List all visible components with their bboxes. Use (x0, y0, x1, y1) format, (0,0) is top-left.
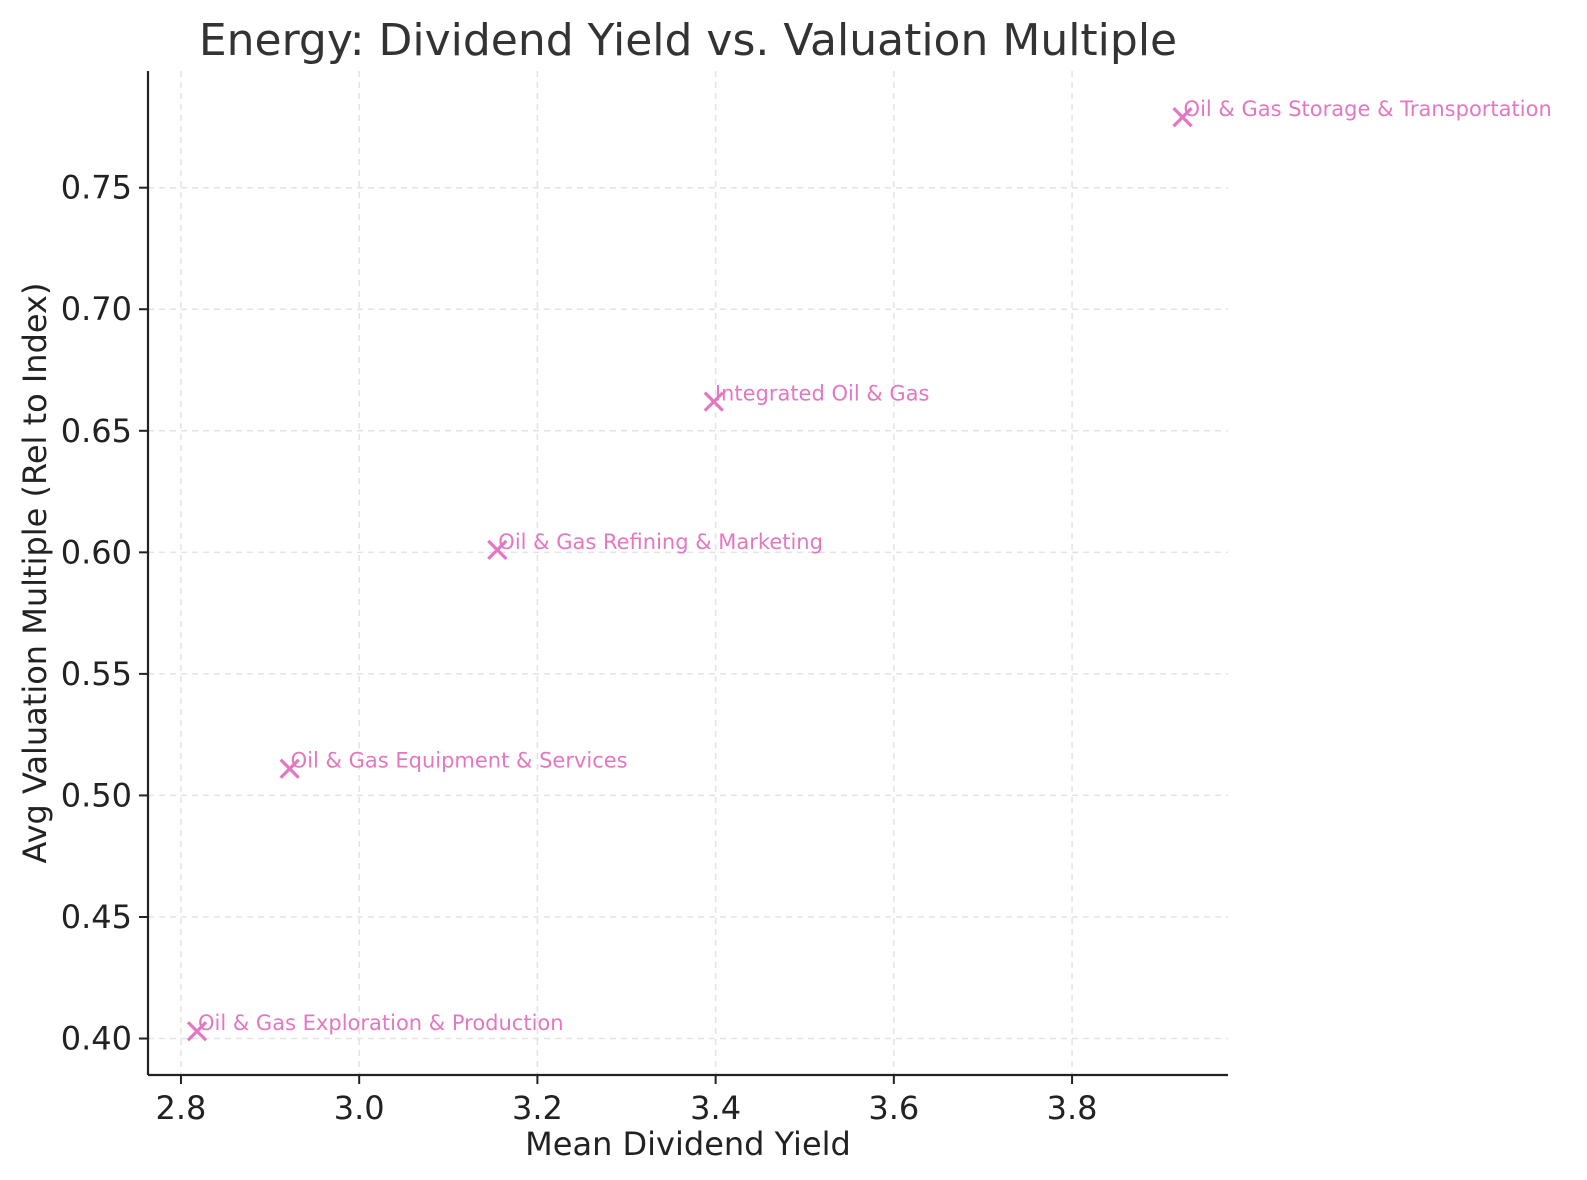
x-tick-label: 3.8 (1047, 1089, 1098, 1127)
y-tick-label: 0.50 (61, 776, 132, 814)
x-axis-label: Mean Dividend Yield (525, 1125, 851, 1163)
x-marker (186, 1021, 208, 1042)
x-marker (279, 758, 300, 779)
y-tick-label: 0.60 (61, 533, 132, 571)
y-tick-label: 0.75 (61, 169, 132, 207)
chart-title: Energy: Dividend Yield vs. Valuation Mul… (199, 15, 1177, 66)
data-point: Oil & Gas Equipment & Services (279, 749, 628, 779)
point-label: Oil & Gas Storage & Transportation (1184, 97, 1552, 121)
x-marker (703, 391, 724, 412)
point-label: Integrated Oil & Gas (715, 382, 930, 406)
x-ticks: 2.8 3.0 3.2 3.4 3.6 3.8 (156, 1075, 1098, 1127)
data-point: Oil & Gas Storage & Transportation (1172, 97, 1552, 128)
x-tick-label: 3.4 (690, 1089, 741, 1127)
y-tick-label: 0.70 (61, 290, 132, 328)
point-label: Oil & Gas Refining & Marketing (498, 530, 823, 554)
data-points: Oil & Gas Exploration & Production Oil & … (186, 97, 1552, 1042)
grid (148, 71, 1228, 1075)
x-marker (1172, 107, 1193, 128)
y-tick-label: 0.40 (61, 1020, 132, 1058)
data-point: Oil & Gas Refining & Marketing (487, 530, 823, 561)
data-point: Integrated Oil & Gas (703, 382, 930, 412)
x-tick-label: 3.2 (512, 1089, 563, 1127)
y-axis-label: Avg Valuation Multiple (Rel to Index) (16, 283, 54, 864)
y-tick-label: 0.65 (61, 412, 132, 450)
x-marker (487, 539, 508, 561)
x-tick-label: 3.6 (868, 1089, 919, 1127)
data-point: Oil & Gas Exploration & Production (186, 1011, 564, 1042)
axes-spines (146, 71, 1228, 1077)
x-tick-label: 3.0 (334, 1089, 385, 1127)
y-tick-label: 0.45 (61, 898, 132, 936)
point-label: Oil & Gas Exploration & Production (198, 1011, 564, 1035)
y-tick-label: 0.55 (61, 655, 132, 693)
y-ticks: 0.40 0.45 0.50 0.55 0.60 0.65 0.70 0.75 (61, 169, 148, 1058)
x-tick-label: 2.8 (156, 1089, 207, 1127)
point-label: Oil & Gas Equipment & Services (291, 749, 628, 773)
